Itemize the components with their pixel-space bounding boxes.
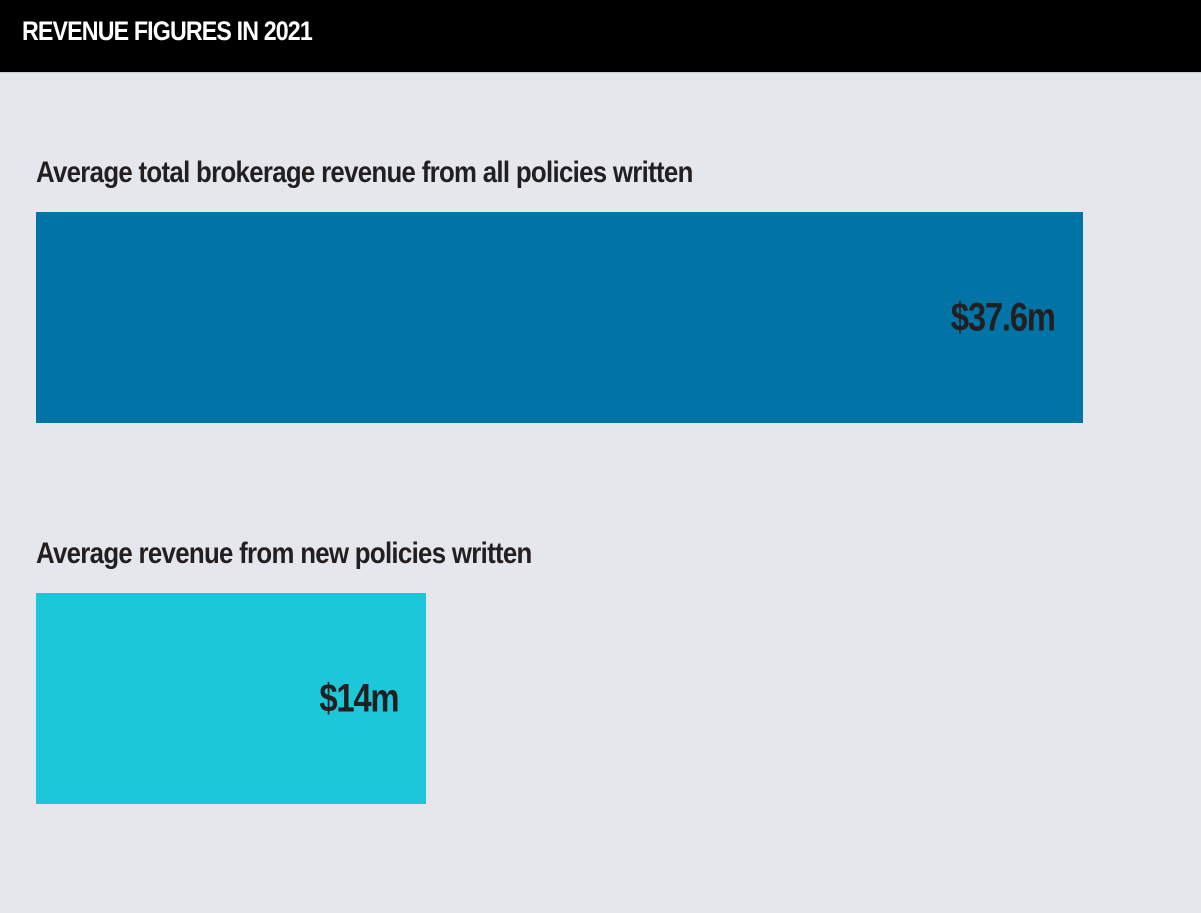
bar-total-revenue: $37.6m bbox=[36, 212, 1083, 423]
chart-title: REVENUE FIGURES IN 2021 bbox=[22, 16, 313, 46]
bar-new-policies: $14m bbox=[36, 593, 426, 804]
chart-header: REVENUE FIGURES IN 2021 bbox=[0, 0, 1201, 73]
bar-label-new-policies: Average revenue from new policies writte… bbox=[36, 537, 532, 570]
bar-value-total-revenue: $37.6m bbox=[951, 295, 1056, 339]
bar-label-total-revenue: Average total brokerage revenue from all… bbox=[36, 156, 693, 189]
bar-value-new-policies: $14m bbox=[318, 676, 399, 720]
